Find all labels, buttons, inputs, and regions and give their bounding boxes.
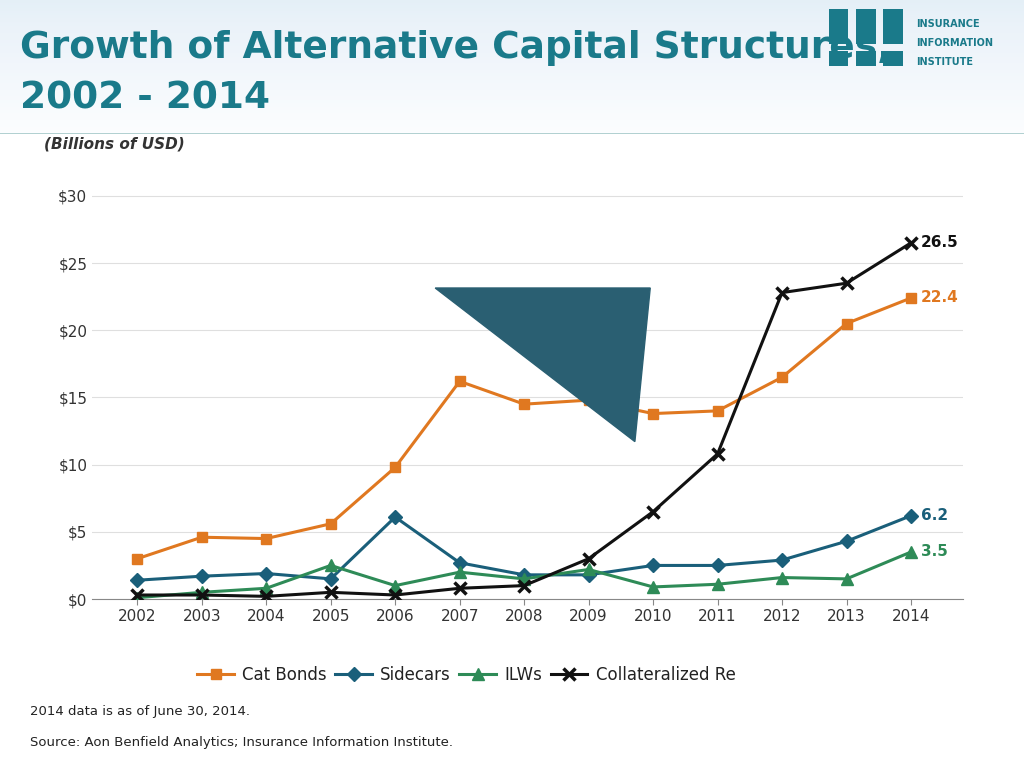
Bar [829,51,848,66]
ILWs [583,565,595,574]
Collateralized Re [647,507,659,516]
Polygon shape [435,288,650,442]
Text: Collateralized Reinsurance and Catastrophe Bonds Currently Dominate
the Alternat: Collateralized Reinsurance and Catastrop… [136,629,888,674]
Text: Collateralized Re’s Growth Has
Accelerated in the Past Three Years.: Collateralized Re’s Growth Has Accelerat… [379,204,748,246]
Legend: Cat Bonds, Sidecars, ILWs, Collateralized Re: Cat Bonds, Sidecars, ILWs, Collateralize… [190,659,742,690]
Cat Bonds [905,293,918,303]
Bar [884,51,903,66]
Text: Source: Aon Benfield Analytics; Insurance Information Institute.: Source: Aon Benfield Analytics; Insuranc… [31,736,454,749]
Sidecars [260,569,272,578]
Sidecars [647,561,659,570]
ILWs [260,584,272,593]
Collateralized Re [260,591,272,601]
Cat Bonds [647,409,659,418]
Sidecars [712,561,724,570]
Text: 22.4: 22.4 [921,290,958,306]
Collateralized Re [841,279,853,288]
Cat Bonds [841,319,853,328]
Sidecars [131,576,143,585]
ILWs [131,593,143,602]
Sidecars [454,558,466,568]
Cat Bonds [196,533,208,542]
ILWs [454,568,466,577]
Sidecars [325,574,337,584]
Text: 3.5: 3.5 [921,545,947,560]
Collateralized Re [196,591,208,600]
Cat Bonds [454,377,466,386]
Bar [856,51,876,66]
Text: INFORMATION: INFORMATION [916,38,993,48]
Text: 6.2: 6.2 [921,508,948,523]
Bar [884,9,903,45]
Sidecars [583,570,595,579]
Collateralized Re [518,581,530,590]
ILWs [776,573,788,582]
Collateralized Re [131,591,143,600]
Line: Sidecars: Sidecars [132,511,915,585]
Sidecars [518,570,530,579]
Cat Bonds [389,462,401,472]
Text: INSURANCE: INSURANCE [916,19,980,29]
Cat Bonds [583,396,595,405]
Bar [856,9,876,45]
ILWs [905,548,918,557]
Collateralized Re [905,238,918,247]
Collateralized Re [712,449,724,458]
ILWs [389,581,401,590]
ILWs [518,574,530,584]
Bar [829,9,848,45]
Collateralized Re [454,584,466,593]
Text: (Billions of USD): (Billions of USD) [44,137,185,152]
Text: Growth of Alternative Capital Structures,: Growth of Alternative Capital Structures… [20,29,892,65]
Line: Cat Bonds: Cat Bonds [132,293,915,564]
ILWs [325,561,337,570]
Line: ILWs: ILWs [132,547,916,603]
Sidecars [841,537,853,546]
ILWs [196,588,208,597]
Sidecars [196,571,208,581]
Cat Bonds [518,399,530,409]
Cat Bonds [712,406,724,415]
Cat Bonds [131,554,143,564]
Text: 26.5: 26.5 [921,235,958,250]
Collateralized Re [776,288,788,297]
Collateralized Re [325,588,337,597]
Cat Bonds [260,534,272,543]
Sidecars [389,512,401,521]
Sidecars [776,555,788,564]
Cat Bonds [325,519,337,528]
Text: INSTITUTE: INSTITUTE [916,57,974,67]
Line: Collateralized Re: Collateralized Re [131,237,918,603]
ILWs [712,580,724,589]
Cat Bonds [776,372,788,382]
Sidecars [905,511,918,521]
ILWs [647,582,659,591]
Text: 2014 data is as of June 30, 2014.: 2014 data is as of June 30, 2014. [31,705,250,718]
ILWs [841,574,853,584]
Collateralized Re [389,591,401,600]
Collateralized Re [583,554,595,564]
Text: 2002 - 2014: 2002 - 2014 [20,81,270,117]
